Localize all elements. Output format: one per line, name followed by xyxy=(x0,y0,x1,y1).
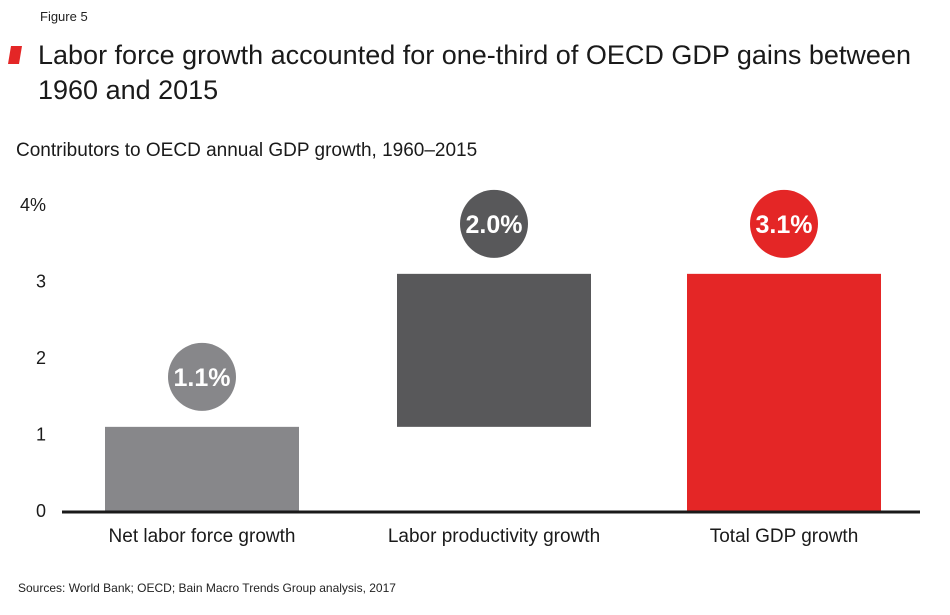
bar-net-labor-force-growth xyxy=(105,426,299,511)
bar-total-gdp-growth xyxy=(687,273,881,511)
value-label: 3.1% xyxy=(756,211,813,239)
bar-labor-productivity-growth xyxy=(397,273,591,427)
chart-subtitle: Contributors to OECD annual GDP growth, … xyxy=(16,140,478,161)
value-bubble xyxy=(168,342,236,411)
chart-bars xyxy=(105,273,881,511)
x-axis-category-label: Labor productivity growth xyxy=(388,526,600,547)
x-axis-category-labels: Net labor force growth Labor productivity… xyxy=(109,526,859,547)
x-axis-category-label: Net labor force growth xyxy=(109,526,296,547)
y-axis-tick-label: 2 xyxy=(36,348,46,368)
figure-label: Figure 5 xyxy=(40,9,88,24)
value-label: 2.0% xyxy=(466,211,523,239)
value-bubble xyxy=(460,189,528,258)
y-axis-tick-label: 0 xyxy=(36,501,46,521)
x-axis-category-label: Total GDP growth xyxy=(710,526,859,547)
chart-title: Labor force growth accounted for one-thi… xyxy=(38,40,911,105)
source-note: Sources: World Bank; OECD; Bain Macro Tr… xyxy=(18,581,396,595)
value-label: 1.1% xyxy=(174,364,231,392)
chart-value-bubbles: 1.1% 2.0% 3.1% xyxy=(168,189,818,411)
y-axis-tick-label: 3 xyxy=(36,272,46,292)
title-marker-icon xyxy=(8,46,22,64)
value-bubble xyxy=(750,189,818,258)
y-axis-tick-labels: 0 1 2 3 4% xyxy=(20,195,46,521)
y-axis-tick-label: 1 xyxy=(36,425,46,445)
y-axis-tick-label: 4% xyxy=(20,195,46,215)
